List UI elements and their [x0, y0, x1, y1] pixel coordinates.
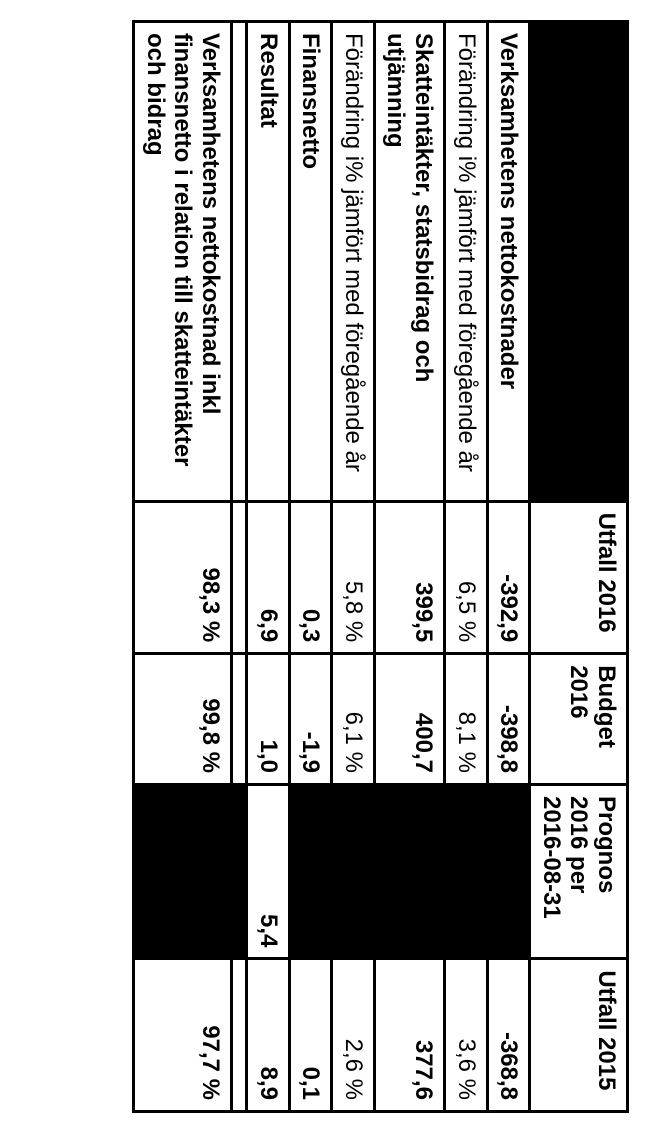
table-row: Resultat6,91,05,48,9 [247, 22, 290, 1112]
table-row: Finansnetto 0,3-1,9 0,1 [289, 22, 332, 1112]
header-budget-2016: Budget 2016 [530, 654, 628, 785]
cell-budget-2016: 6,1 % [332, 654, 375, 785]
row-label: Förändring i% jämfört med föregående år [445, 22, 488, 502]
cell-utfall-2015: 8,9 [247, 959, 290, 1112]
row-label: Skatteintäkter, statsbidrag och utjämnin… [374, 22, 444, 502]
financial-table: Utfall 2016 Budget 2016 Prognos 2016 per… [132, 20, 629, 1113]
cell-prognos: 5,4 [247, 784, 290, 958]
cell-prognos [445, 784, 488, 958]
table-row [232, 22, 247, 1112]
header-utfall-2015: Utfall 2015 [530, 959, 628, 1112]
cell-budget-2016: -1,9 [289, 654, 332, 785]
cell-utfall-2015: 3,6 % [445, 959, 488, 1112]
cell-budget-2016: 400,7 [374, 654, 444, 785]
table-row: Verksamhetens nettokostnader-392,9-398,8… [487, 22, 530, 1112]
table-row: Skatteintäkter, statsbidrag och utjämnin… [374, 22, 444, 1112]
row-label: Finansnetto [289, 22, 332, 502]
cell-prognos [374, 784, 444, 958]
table-row: Förändring i% jämfört med föregående år6… [445, 22, 488, 1112]
cell-utfall-2015: 0,1 [289, 959, 332, 1112]
cell-prognos [134, 784, 232, 958]
row-label: Verksamhetens nettokostnader [487, 22, 530, 502]
header-blank [530, 22, 628, 502]
cell-budget-2016: 1,0 [247, 654, 290, 785]
cell-budget-2016: 99,8 % [134, 654, 232, 785]
cell-utfall-2015: 97,7 % [134, 959, 232, 1112]
cell-utfall-2016: 6,5 % [445, 501, 488, 654]
row-label: Förändring i% jämfört med föregående år [332, 22, 375, 502]
row-label: Resultat [247, 22, 290, 502]
cell-utfall-2016: 399,5 [374, 501, 444, 654]
cell-budget-2016 [232, 654, 247, 785]
cell-prognos [289, 784, 332, 958]
cell-utfall-2015: -368,8 [487, 959, 530, 1112]
row-label [232, 22, 247, 502]
header-utfall-2016: Utfall 2016 [530, 501, 628, 654]
cell-prognos [487, 784, 530, 958]
cell-budget-2016: -398,8 [487, 654, 530, 785]
cell-utfall-2016: -392,9 [487, 501, 530, 654]
cell-budget-2016: 8,1 % [445, 654, 488, 785]
table-row: Förändring i% jämfört med föregående år5… [332, 22, 375, 1112]
cell-utfall-2016 [232, 501, 247, 654]
cell-utfall-2016: 6,9 [247, 501, 290, 654]
table-row: Verksamhetens nettokostnad inkl finansne… [134, 22, 232, 1112]
cell-utfall-2016: 0,3 [289, 501, 332, 654]
table-header-row: Utfall 2016 Budget 2016 Prognos 2016 per… [530, 22, 628, 1112]
cell-utfall-2015: 377,6 [374, 959, 444, 1112]
cell-utfall-2015: 2,6 % [332, 959, 375, 1112]
cell-prognos [332, 784, 375, 958]
header-prognos: Prognos 2016 per 2016-08-31 [530, 784, 628, 958]
cell-utfall-2015 [232, 959, 247, 1112]
cell-utfall-2016: 5,8 % [332, 501, 375, 654]
cell-utfall-2016: 98,3 % [134, 501, 232, 654]
cell-prognos [232, 784, 247, 958]
row-label: Verksamhetens nettokostnad inkl finansne… [134, 22, 232, 502]
